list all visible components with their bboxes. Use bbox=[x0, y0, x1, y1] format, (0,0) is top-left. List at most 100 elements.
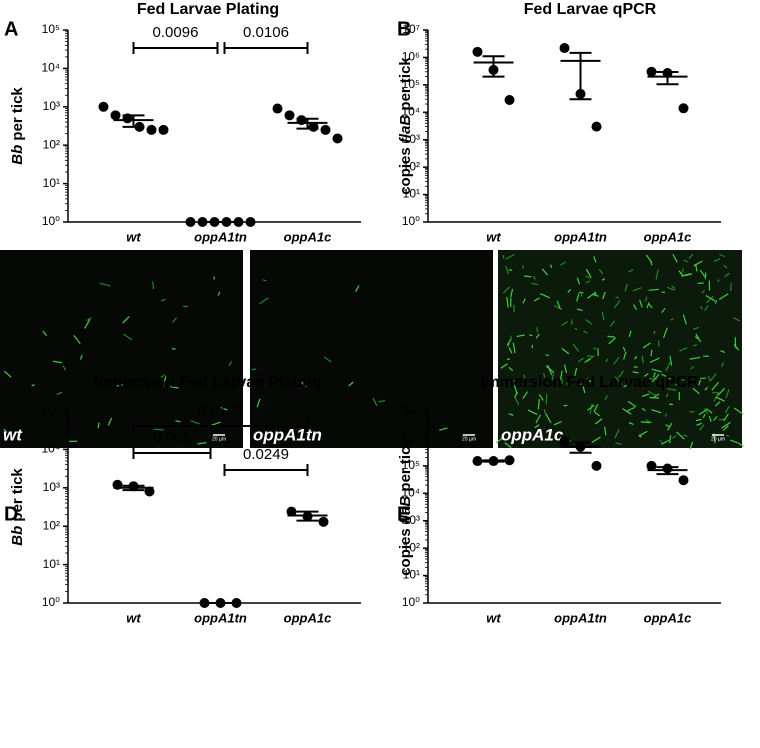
spirochete bbox=[86, 317, 92, 322]
spirochete bbox=[609, 320, 616, 327]
spirochete bbox=[545, 354, 549, 357]
spirochete bbox=[553, 420, 563, 426]
x-tick-label: oppA1c bbox=[644, 229, 692, 244]
spirochete bbox=[613, 356, 620, 365]
spirochete bbox=[522, 391, 528, 400]
spirochete bbox=[692, 343, 698, 347]
spirochete bbox=[582, 386, 586, 394]
spirochete bbox=[723, 413, 729, 422]
y-axis-label: Bb per tick bbox=[9, 468, 26, 546]
spirochete bbox=[544, 295, 550, 299]
y-label-part: per tick bbox=[9, 468, 26, 526]
p-value: 0.005 bbox=[153, 429, 191, 446]
spirochete bbox=[716, 279, 720, 283]
spirochete bbox=[670, 318, 674, 321]
x-tick-label: oppA1tn bbox=[554, 610, 607, 625]
spirochete bbox=[506, 338, 512, 346]
y-label-part: per tick bbox=[397, 57, 414, 115]
spirochete bbox=[668, 435, 672, 444]
spirochete bbox=[547, 365, 553, 376]
spirochete bbox=[301, 381, 307, 388]
data-point bbox=[472, 46, 483, 57]
y-tick-label: 10⁶ bbox=[402, 50, 420, 64]
spirochete bbox=[508, 366, 514, 372]
spirochete bbox=[662, 327, 668, 338]
x-tick-label: oppA1tn bbox=[194, 610, 247, 625]
spirochete bbox=[508, 268, 513, 272]
spirochete bbox=[354, 285, 360, 293]
spirochete bbox=[650, 349, 653, 357]
spirochete bbox=[712, 415, 718, 421]
spirochete bbox=[725, 388, 730, 399]
spirochete bbox=[623, 351, 627, 360]
spirochete bbox=[669, 355, 673, 366]
data-point bbox=[678, 103, 689, 114]
spirochete bbox=[598, 268, 604, 275]
spirochete bbox=[604, 395, 608, 401]
spirochete bbox=[641, 393, 650, 398]
spirochete bbox=[585, 268, 592, 279]
spirochete bbox=[661, 307, 666, 313]
spirochete bbox=[722, 425, 729, 431]
spirochete bbox=[672, 435, 677, 439]
spirochete bbox=[688, 253, 694, 260]
spirochete bbox=[585, 280, 591, 284]
spirochete bbox=[116, 384, 123, 387]
spirochete bbox=[623, 383, 629, 388]
spirochete bbox=[705, 408, 713, 414]
spirochete bbox=[737, 442, 744, 448]
spirochete bbox=[650, 260, 653, 266]
spirochete bbox=[648, 288, 659, 291]
spirochete bbox=[717, 387, 726, 396]
data-point bbox=[504, 95, 515, 106]
spirochete bbox=[576, 277, 581, 285]
y-label-part: per tick bbox=[397, 438, 414, 496]
y-tick-label: 10⁴ bbox=[401, 104, 420, 118]
spirochete bbox=[704, 272, 707, 279]
y-label-part: flaB bbox=[397, 496, 414, 525]
spirochete bbox=[509, 335, 512, 339]
spirochete bbox=[702, 413, 706, 418]
spirochete bbox=[594, 418, 603, 425]
micrograph-label: wt bbox=[3, 425, 23, 444]
spirochete bbox=[251, 368, 257, 371]
spirochete bbox=[563, 404, 568, 407]
spirochete bbox=[733, 317, 740, 322]
spirochete bbox=[567, 289, 572, 293]
spirochete bbox=[705, 294, 716, 302]
spirochete bbox=[507, 343, 510, 348]
spirochete bbox=[31, 384, 35, 387]
y-tick-label: 10³ bbox=[43, 480, 60, 494]
spirochete bbox=[262, 279, 267, 282]
spirochete bbox=[721, 362, 724, 367]
spirochete bbox=[510, 379, 517, 383]
spirochete bbox=[551, 373, 555, 381]
p-value: 0.0123 bbox=[198, 402, 244, 419]
spirochete bbox=[514, 391, 518, 399]
scale-label: 20 µm bbox=[212, 436, 226, 442]
spirochete bbox=[210, 421, 221, 427]
y-tick-label: 10⁵ bbox=[42, 403, 60, 417]
spirochete bbox=[259, 297, 269, 305]
spirochete bbox=[718, 418, 725, 421]
spirochete bbox=[190, 420, 200, 425]
data-point bbox=[646, 66, 657, 77]
spirochete bbox=[649, 357, 660, 363]
micrograph: wt 20 µm bbox=[0, 250, 243, 448]
spirochete bbox=[679, 346, 688, 352]
spirochete bbox=[496, 437, 504, 444]
spirochete bbox=[655, 269, 659, 280]
data-point bbox=[332, 133, 343, 144]
y-tick-label: 10¹ bbox=[43, 557, 60, 571]
spirochete bbox=[714, 300, 718, 304]
spirochete bbox=[708, 415, 712, 422]
spirochete bbox=[107, 417, 113, 426]
spirochete bbox=[664, 413, 668, 417]
spirochete bbox=[162, 376, 167, 387]
micrograph-background bbox=[0, 250, 243, 448]
spirochete bbox=[692, 326, 700, 330]
spirochete bbox=[593, 404, 599, 413]
spirochete bbox=[639, 299, 643, 308]
spirochete bbox=[684, 273, 693, 277]
spirochete bbox=[308, 379, 311, 383]
